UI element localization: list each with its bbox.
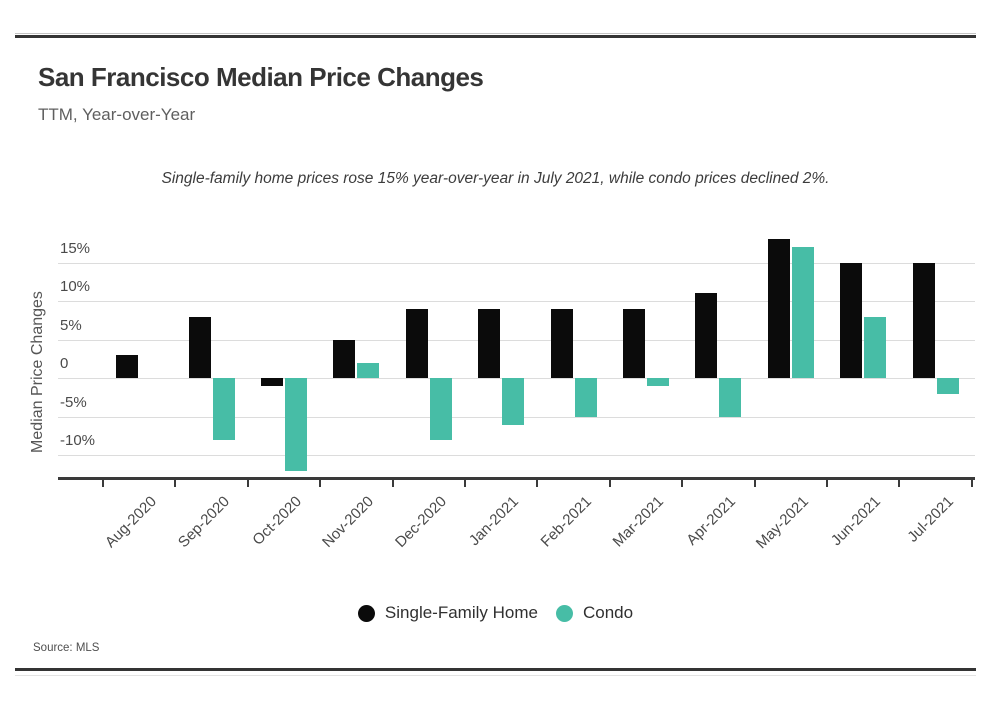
bar-single-family-home	[261, 378, 283, 386]
bar-condo	[647, 378, 669, 386]
bar-condo	[285, 378, 307, 471]
x-axis-tick	[898, 477, 901, 487]
x-axis-label: Oct-2020	[249, 493, 306, 549]
bar-single-family-home	[478, 308, 501, 379]
x-axis-label: Sep-2020	[174, 493, 233, 552]
bar-condo	[719, 378, 742, 417]
y-tick-label: 10%	[60, 278, 91, 296]
legend-swatch-single-family-home	[357, 604, 375, 622]
x-axis-tick	[826, 477, 828, 487]
x-axis-label: Nov-2020	[319, 493, 378, 552]
x-axis-tick	[174, 477, 177, 487]
x-axis-tick	[753, 477, 756, 487]
plot-area: 15% 10% 5% 0 -5% -10% Aug-2020 Sep-2020 Oct-2020…	[58, 224, 975, 552]
x-axis-tick	[102, 477, 104, 487]
bar-single-family-home	[695, 293, 718, 379]
legend-item: Condo	[555, 603, 634, 623]
y-tick-label: -10%	[60, 432, 96, 450]
x-axis-label: May-2021	[752, 493, 812, 553]
x-axis-label: Aug-2020	[102, 493, 161, 552]
legend-label: Single-Family Home	[384, 603, 538, 622]
legend-label: Condo	[582, 603, 634, 622]
top-divider	[15, 35, 976, 38]
bottom-divider	[15, 668, 976, 671]
page-subtitle: TTM, Year-over-Year	[38, 105, 196, 124]
x-axis-tick	[681, 477, 684, 487]
page-title: San Francisco Median Price Changes	[38, 62, 484, 92]
top-divider-shadow	[15, 33, 976, 34]
x-axis-tick	[319, 477, 322, 487]
bar-condo	[429, 378, 452, 440]
y-tick-label: 0	[60, 355, 69, 373]
bar-condo	[936, 378, 959, 394]
x-axis-label: Jan-2021	[465, 493, 523, 550]
bar-condo	[864, 316, 887, 379]
chart-annotation: Single-family home prices rose 15% year-…	[161, 170, 830, 187]
gridline	[58, 339, 975, 341]
x-axis-label: Mar-2021	[609, 493, 668, 551]
gridline	[58, 262, 975, 264]
bar-condo	[212, 378, 235, 440]
gridline	[58, 455, 975, 457]
bottom-divider-shadow	[15, 675, 976, 676]
legend-swatch-condo	[555, 604, 573, 622]
bar-condo	[502, 378, 525, 425]
y-tick-label: 5%	[60, 316, 82, 334]
x-axis-tick	[464, 477, 466, 487]
legend: Single-Family Home Condo	[0, 603, 991, 623]
bar-single-family-home	[333, 339, 356, 379]
bar-single-family-home	[840, 262, 863, 379]
x-axis-label: Jun-2021	[827, 493, 885, 550]
y-axis-title: Median Price Changes	[29, 291, 46, 453]
x-axis-label: Jul-2021	[903, 493, 957, 546]
legend-item: Single-Family Home	[357, 603, 538, 623]
bar-single-family-home	[405, 308, 428, 379]
x-axis-tick	[608, 477, 611, 487]
bar-condo	[791, 247, 814, 379]
y-tick-label: -5%	[60, 393, 87, 411]
gridline	[58, 301, 975, 303]
x-axis-label: Apr-2021	[683, 493, 740, 549]
bar-single-family-home	[623, 308, 645, 379]
bar-single-family-home	[767, 239, 790, 379]
bar-single-family-home	[912, 262, 935, 379]
source-text: Source: MLS	[33, 642, 100, 654]
bar-single-family-home	[550, 308, 573, 379]
x-axis-line	[58, 477, 975, 480]
bar-single-family-home	[188, 316, 211, 379]
x-axis-label: Feb-2021	[537, 493, 595, 551]
bar-condo	[357, 362, 380, 379]
x-axis-tick	[536, 477, 539, 487]
x-axis-tick	[970, 477, 973, 487]
y-tick-label: 15%	[60, 239, 91, 257]
x-axis-tick	[246, 477, 249, 487]
x-axis-label: Dec-2020	[391, 493, 450, 552]
bar-condo	[574, 378, 597, 417]
x-axis-tick	[391, 477, 394, 487]
bar-single-family-home	[116, 355, 139, 379]
